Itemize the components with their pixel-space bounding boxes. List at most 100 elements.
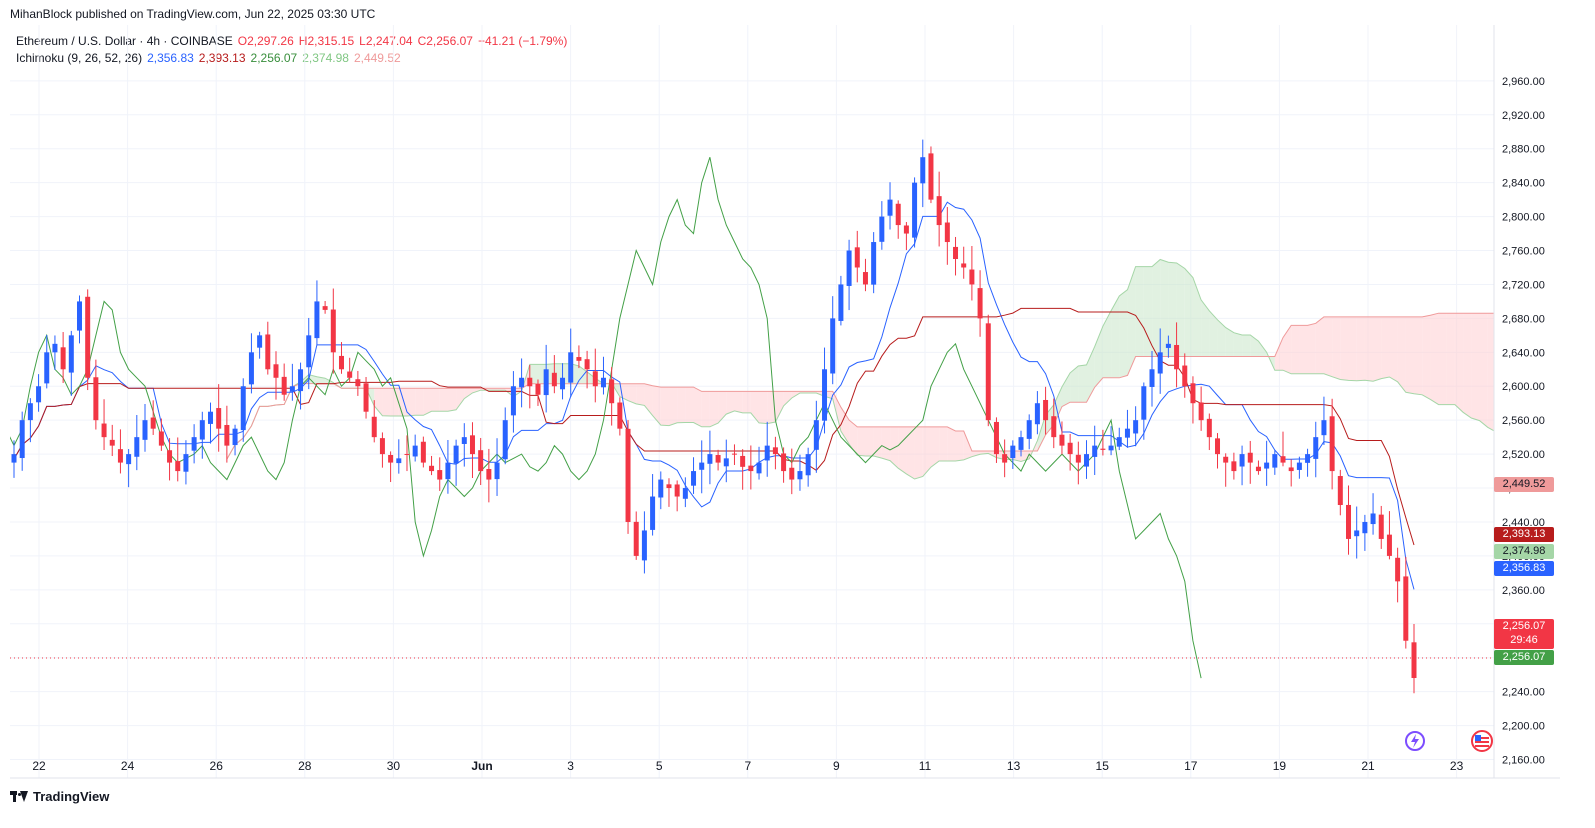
candle	[944, 207, 950, 265]
candle	[1018, 430, 1024, 457]
candle-body	[871, 242, 877, 285]
kijun-tag: 2,393.13	[1494, 527, 1554, 542]
cloud-segment	[1463, 313, 1472, 419]
candle	[1067, 433, 1073, 471]
candle	[216, 384, 222, 452]
candle	[453, 439, 459, 486]
candle-body	[1296, 462, 1302, 470]
candle-body	[1149, 369, 1155, 387]
candle-body	[1026, 420, 1032, 439]
candle-body	[977, 288, 983, 319]
us-flag-icon[interactable]	[1470, 729, 1494, 753]
candle	[306, 317, 312, 390]
candle	[1255, 460, 1261, 475]
candle	[674, 480, 680, 512]
candle	[420, 436, 426, 468]
candle-body	[560, 377, 566, 390]
cloud-segment	[783, 391, 792, 406]
candle-body	[1182, 365, 1188, 387]
candle-body	[1116, 437, 1122, 447]
candle	[1100, 429, 1106, 456]
candle-body	[1092, 445, 1098, 457]
cloud-segment	[947, 426, 956, 461]
candle	[52, 335, 58, 370]
candle	[11, 440, 17, 478]
candle	[134, 415, 140, 471]
candle-body	[510, 386, 516, 416]
candle	[404, 435, 410, 472]
candle-body	[36, 386, 42, 403]
cloud-segment	[1225, 327, 1234, 357]
chikou-value: 2,256.07	[250, 51, 298, 65]
candle	[1231, 452, 1237, 480]
candle	[1329, 398, 1335, 490]
senkou-a-line	[226, 258, 1494, 480]
candle-body	[666, 484, 672, 489]
x-tick-label: 5	[656, 759, 663, 773]
cloud-segment	[1070, 365, 1079, 403]
candle	[895, 200, 901, 239]
candle-body	[797, 471, 803, 480]
published-header: MihanBlock published on TradingView.com,…	[10, 7, 376, 21]
candle-body	[903, 225, 909, 234]
cloud-segment	[1176, 263, 1185, 357]
candle	[928, 146, 934, 204]
candle	[650, 474, 656, 536]
candle	[1386, 511, 1392, 560]
y-tick-label: 2,640.00	[1502, 347, 1545, 359]
x-tick-label: 26	[210, 759, 224, 773]
candle	[789, 448, 795, 495]
candle	[625, 420, 631, 534]
candle	[551, 355, 557, 394]
candle-body	[404, 453, 410, 455]
cloud-segment	[1405, 316, 1414, 394]
y-tick-label: 2,760.00	[1502, 246, 1545, 258]
candle	[1034, 391, 1040, 435]
cloud-segment	[1160, 259, 1169, 357]
candle	[76, 295, 82, 344]
x-tick-label: 23	[1450, 759, 1464, 773]
x-tick-label: 17	[1184, 759, 1198, 773]
candle-body	[330, 309, 336, 353]
candle-body	[985, 323, 991, 421]
candle-body	[1010, 445, 1016, 459]
candle	[478, 437, 484, 486]
symbol-name: Ethereum / U.S. Dollar · 4h · COINBASE	[16, 34, 233, 48]
cloud-segment	[1127, 266, 1136, 376]
legend-symbol-row[interactable]: Ethereum / U.S. Dollar · 4h · COINBASE O2…	[16, 33, 572, 50]
y-tick-label: 2,880.00	[1502, 144, 1545, 156]
candle	[1190, 376, 1196, 424]
candle	[666, 478, 672, 507]
candle-body	[1034, 403, 1040, 425]
candle-body	[396, 458, 402, 464]
brand-name: TradingView	[33, 789, 110, 804]
cloud-segment	[1274, 337, 1284, 371]
legend-indicator-row[interactable]: Ichimoku (9, 26, 52, 26) 2,356.83 2,393.13…	[16, 50, 572, 67]
candle	[1370, 493, 1376, 535]
candle	[60, 332, 66, 384]
candle-body	[338, 355, 344, 370]
candle-body	[641, 530, 647, 561]
candle	[1215, 433, 1221, 469]
tradingview-brand[interactable]: TradingView	[10, 789, 109, 804]
cloud-segment	[1307, 323, 1316, 374]
candle	[1288, 459, 1294, 487]
cloud-segment	[857, 426, 866, 457]
candle	[469, 422, 475, 479]
candle	[1223, 453, 1229, 487]
lightning-icon[interactable]	[1402, 729, 1428, 753]
cloud-segment	[685, 387, 694, 423]
senkou-b-line	[226, 312, 1494, 460]
cloud-segment	[382, 388, 391, 416]
candle	[903, 222, 909, 251]
candle	[1124, 409, 1130, 448]
candle	[396, 439, 402, 474]
candle-body	[1321, 420, 1327, 436]
cloud-segment	[308, 374, 317, 384]
candle-body	[813, 420, 819, 450]
candle	[36, 374, 42, 412]
bar-countdown: 29:46	[1510, 634, 1538, 646]
y-tick-label: 2,560.00	[1502, 415, 1545, 427]
candle	[1272, 450, 1278, 475]
